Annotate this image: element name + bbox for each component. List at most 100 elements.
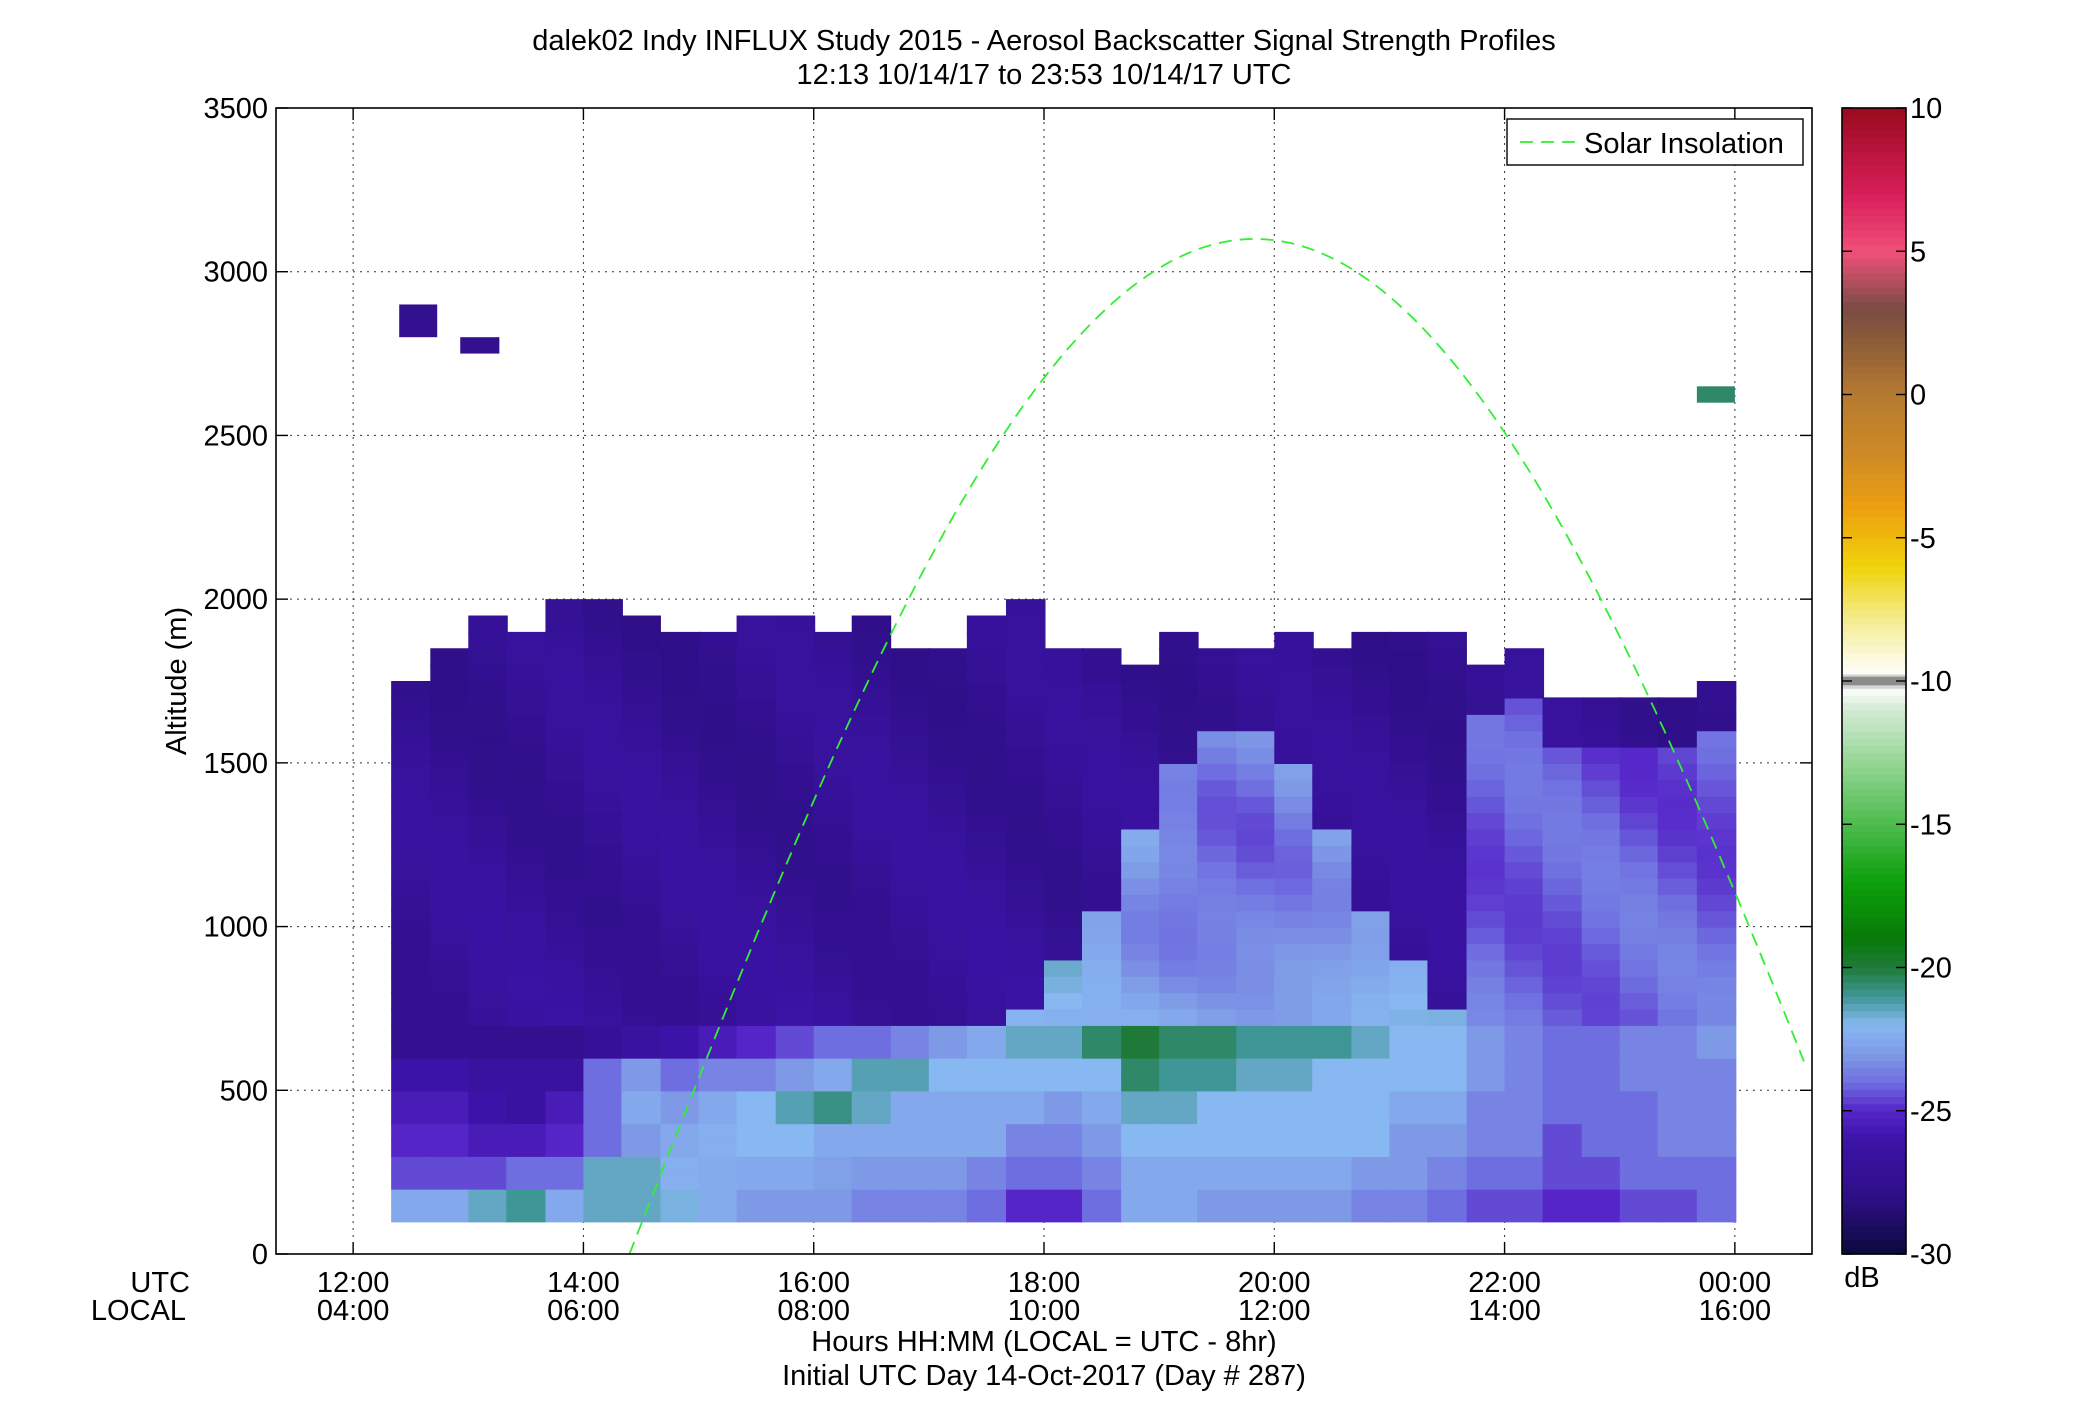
heatmap-cell — [813, 1139, 854, 1157]
heatmap-cell — [1504, 697, 1545, 715]
heatmap-cell — [1389, 1204, 1429, 1223]
heatmap-cell — [1466, 746, 1507, 764]
heatmap-cell — [928, 762, 969, 781]
heatmap-cell — [430, 1123, 470, 1141]
heatmap-cell — [1312, 1188, 1352, 1207]
heatmap-cell — [1044, 713, 1084, 732]
heatmap-cell — [621, 828, 661, 846]
heatmap-cell — [1081, 1008, 1122, 1026]
heatmap-cell — [1504, 926, 1545, 945]
heatmap-cell — [1121, 893, 1161, 912]
heatmap-cell — [1044, 1073, 1084, 1092]
heatmap-cell — [1121, 1057, 1161, 1076]
heatmap-cell — [1466, 1073, 1507, 1092]
heatmap-cell — [1389, 926, 1429, 945]
colorbar-band — [1842, 1053, 1906, 1062]
heatmap-cell — [660, 1204, 701, 1223]
heatmap-cell — [1236, 1041, 1276, 1059]
heatmap-cell — [1504, 861, 1545, 879]
heatmap-cell — [1389, 975, 1429, 994]
heatmap-cell — [1389, 1123, 1429, 1141]
heatmap-cell — [851, 664, 892, 683]
heatmap-cell — [1619, 893, 1660, 912]
colorbar-band — [1842, 924, 1906, 933]
colorbar-band — [1842, 1189, 1906, 1198]
heatmap-cell — [813, 795, 854, 814]
heatmap-cell — [890, 893, 931, 912]
heatmap-cell — [1236, 1024, 1276, 1043]
heatmap-cell — [506, 746, 546, 764]
heatmap-cell — [621, 762, 661, 781]
heatmap-cell — [1619, 959, 1660, 977]
colorbar-band — [1842, 659, 1906, 668]
heatmap-cell — [813, 746, 854, 764]
heatmap-cell — [1504, 713, 1545, 732]
heatmap-cell — [1542, 1172, 1583, 1190]
colorbar-band — [1842, 301, 1906, 310]
heatmap-cell — [1427, 926, 1467, 945]
heatmap-cell — [1389, 893, 1429, 912]
heatmap-cell — [468, 861, 508, 879]
heatmap-cell — [851, 631, 892, 650]
heatmap-cell — [1542, 992, 1583, 1010]
colorbar-band — [1842, 344, 1906, 353]
heatmap-cell — [1696, 877, 1737, 895]
colorbar-band — [1842, 723, 1906, 732]
heatmap-cell — [1696, 697, 1737, 715]
heatmap-cell — [1197, 1123, 1237, 1141]
x-tick-label-local: 14:00 — [1468, 1295, 1541, 1327]
heatmap-cell — [1159, 1172, 1199, 1190]
heatmap-cell — [1006, 664, 1046, 683]
heatmap-cell — [468, 1123, 508, 1141]
heatmap-cell — [1466, 828, 1507, 846]
heatmap-cell — [1044, 975, 1084, 994]
heatmap-cell — [890, 1106, 931, 1125]
heatmap-cell — [1466, 1024, 1507, 1043]
colorbar-band — [1842, 258, 1906, 267]
heatmap-cell — [1351, 795, 1391, 814]
heatmap-cell — [1696, 910, 1737, 928]
heatmap-cell — [698, 746, 739, 764]
heatmap-cell — [736, 861, 777, 879]
colorbar-band — [1842, 559, 1906, 567]
heatmap-cell — [1581, 1106, 1622, 1125]
colorbar-band — [1842, 1225, 1906, 1234]
heatmap-cell — [1197, 1188, 1237, 1207]
x-tick-label-utc: 16:00 — [777, 1267, 850, 1299]
heatmap-cell — [545, 1123, 585, 1141]
heatmap-cell — [468, 631, 508, 650]
heatmap-cell — [851, 811, 892, 830]
heatmap-cell — [1236, 861, 1276, 879]
heatmap-cell — [1466, 893, 1507, 912]
colorbar-band — [1842, 759, 1906, 768]
heatmap-cell — [698, 1155, 739, 1174]
heatmap-cell — [851, 779, 892, 797]
heatmap-cell — [1389, 1041, 1429, 1059]
y-tick-label: 3000 — [203, 257, 268, 289]
heatmap-cell — [1351, 1204, 1391, 1223]
heatmap-cell — [1236, 1106, 1276, 1125]
heatmap-cell — [1504, 1188, 1545, 1207]
heatmap-cell — [391, 1057, 431, 1076]
heatmap-cell — [813, 844, 854, 863]
heatmap-cell — [621, 1139, 661, 1157]
heatmap-cell — [621, 992, 661, 1010]
heatmap-cell — [1389, 1106, 1429, 1125]
heatmap-cell — [621, 746, 661, 764]
heatmap-cell — [1274, 1057, 1314, 1076]
heatmap-cell — [928, 713, 969, 732]
heatmap-cell — [1504, 1024, 1545, 1043]
colorbar-band — [1842, 1160, 1906, 1169]
heatmap-cell — [851, 844, 892, 863]
heatmap-cell — [928, 959, 969, 977]
colorbar-band — [1842, 208, 1906, 217]
heatmap-cell — [1657, 828, 1698, 846]
heatmap-cell — [966, 893, 1007, 912]
heatmap-cell — [660, 762, 701, 781]
heatmap-cell — [430, 975, 470, 994]
heatmap-cell — [1466, 861, 1507, 879]
heatmap-cell — [698, 942, 739, 961]
heatmap-cell — [1657, 811, 1698, 830]
heatmap-cell — [1657, 1008, 1698, 1026]
heatmap-cell — [1581, 1172, 1622, 1190]
